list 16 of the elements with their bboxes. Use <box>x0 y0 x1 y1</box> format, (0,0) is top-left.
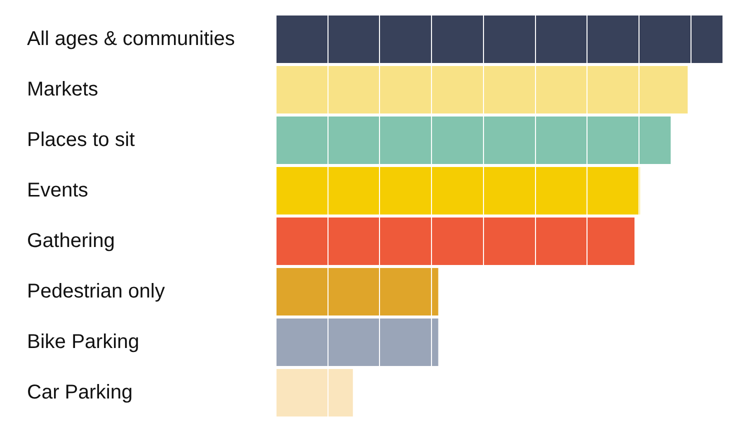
bar <box>276 16 723 63</box>
y-tick-label: Events <box>27 179 88 202</box>
bar <box>276 369 353 416</box>
y-tick-label: Pedestrian only <box>27 280 165 302</box>
y-tick-label: Places to sit <box>27 128 136 151</box>
y-tick-label: Gathering <box>27 230 115 252</box>
bar <box>276 268 438 316</box>
y-tick-label: Markets <box>27 78 98 100</box>
bar <box>276 318 438 366</box>
y-tick-label: Car Parking <box>27 381 133 404</box>
y-tick-label: Bike Parking <box>27 330 140 353</box>
bar <box>276 167 640 214</box>
y-tick-label: All ages & communities <box>27 28 235 50</box>
bar <box>276 66 688 114</box>
bar <box>276 218 634 265</box>
bar <box>276 116 671 164</box>
